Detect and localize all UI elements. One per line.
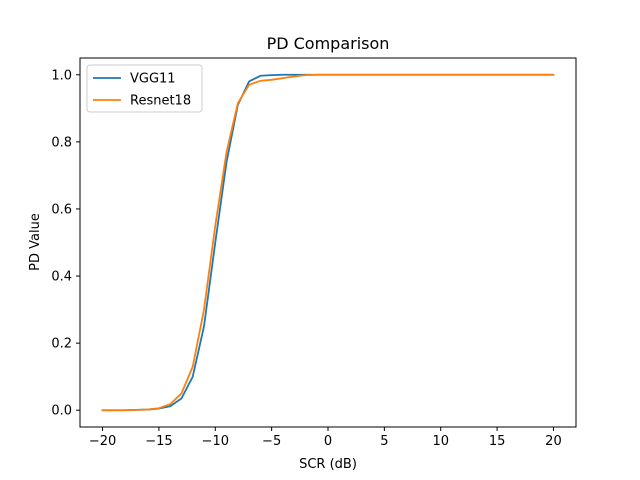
y-tick-label: 0.2 — [51, 337, 72, 352]
y-axis: 0.0 0.2 0.4 0.6 0.8 1.0 — [51, 68, 80, 419]
x-tick-label: −15 — [145, 434, 172, 449]
x-tick-label: −20 — [89, 434, 116, 449]
series-line-resnet18 — [101, 73, 555, 412]
x-tick-label: 10 — [432, 434, 449, 449]
x-tick-label: 5 — [380, 434, 388, 449]
y-tick-label: 1.0 — [51, 68, 72, 83]
legend-label: Resnet18 — [130, 94, 191, 109]
y-axis-label: PD Value — [28, 213, 43, 271]
y-tick-label: 0.4 — [51, 270, 72, 285]
x-tick-label: −10 — [202, 434, 229, 449]
x-tick-label: −5 — [262, 434, 281, 449]
legend-label: VGG11 — [130, 72, 176, 87]
x-tick-label: 0 — [324, 434, 332, 449]
x-tick-label: 20 — [545, 434, 562, 449]
axes-frame — [79, 57, 577, 428]
chart-title: PD Comparison — [267, 34, 390, 53]
y-tick-label: 0.8 — [51, 135, 72, 150]
legend: VGG11 Resnet18 — [86, 64, 203, 113]
y-tick-label: 0.0 — [51, 404, 72, 419]
y-tick-label: 0.6 — [51, 202, 72, 217]
x-tick-label: 15 — [489, 434, 506, 449]
x-axis: −20 −15 −10 −5 0 5 10 15 20 — [89, 427, 562, 449]
series-layer — [101, 73, 555, 412]
x-axis-label: SCR (dB) — [299, 457, 357, 472]
